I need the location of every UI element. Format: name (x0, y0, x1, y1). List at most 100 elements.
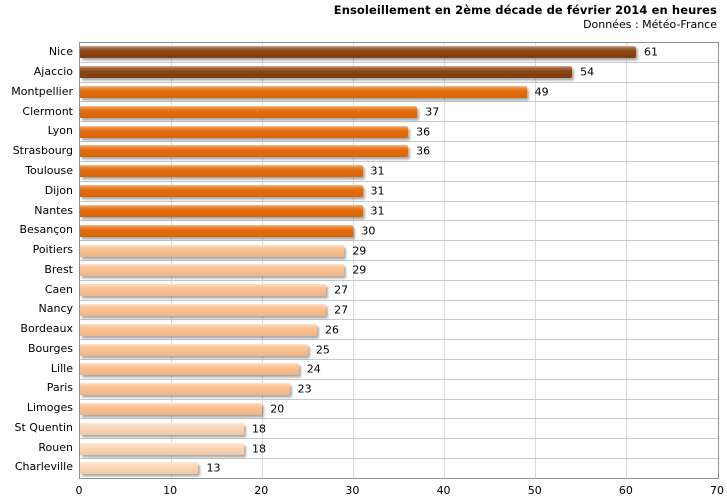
bar (80, 185, 363, 198)
bar-value-label: 36 (416, 125, 431, 139)
bar-row: 18 (80, 439, 718, 460)
bar (80, 383, 290, 396)
y-category-label: Besançon (19, 223, 73, 237)
x-tick-label: 10 (163, 484, 178, 497)
bar (80, 422, 245, 435)
y-category-label: Strasbourg (12, 144, 73, 158)
bar (80, 165, 363, 178)
x-tick-label: 40 (436, 484, 451, 497)
bar-value-label: 29 (352, 244, 367, 258)
bar-row: 54 (80, 63, 718, 83)
y-category-label: Nantes (34, 203, 73, 217)
y-category-label: Brest (44, 262, 73, 276)
bar-row: 13 (80, 459, 718, 478)
bar-row: 23 (80, 380, 718, 400)
bar (80, 403, 263, 416)
x-tick-label: 60 (618, 484, 633, 497)
bar-row: 29 (80, 261, 718, 281)
bar-value-label: 61 (643, 45, 658, 59)
bar-row: 29 (80, 241, 718, 261)
bar (80, 105, 418, 118)
bar-row: 36 (80, 142, 718, 162)
bar-value-label: 30 (361, 224, 376, 238)
bar-value-label: 18 (252, 422, 267, 436)
bar (80, 145, 409, 158)
bar-value-label: 36 (416, 144, 431, 158)
bar-row: 18 (80, 419, 718, 440)
bar-row: 27 (80, 301, 718, 321)
bar (80, 442, 245, 455)
y-category-label: Lyon (47, 124, 73, 138)
y-category-label: Ajaccio (33, 65, 73, 79)
bar-value-label: 26 (324, 323, 339, 337)
bar-value-label: 25 (315, 343, 330, 357)
y-category-label: St Quentin (14, 420, 73, 434)
y-category-label: Paris (46, 381, 73, 395)
bar-value-label: 37 (425, 105, 440, 119)
bar-row: 31 (80, 162, 718, 182)
bar (80, 343, 308, 356)
x-tick-label: 50 (527, 484, 542, 497)
bar-value-label: 27 (334, 303, 349, 317)
bar (80, 86, 527, 99)
x-axis: 0 10 20 30 40 50 60 70 (0, 481, 727, 501)
y-axis-category-labels: Nice Ajaccio Montpellier Clermont Lyon Strasb… (0, 42, 73, 477)
y-category-label: Nancy (38, 302, 74, 316)
y-category-label: Bourges (27, 341, 73, 355)
bar-row: 61 (80, 43, 718, 63)
bar-value-label: 13 (206, 461, 221, 475)
bar-row: 36 (80, 122, 718, 143)
chart-title: Ensoleillement en 2ème décade de février… (333, 3, 717, 17)
chart-subtitle: Données : Météo-France (583, 17, 717, 31)
bar-row: 49 (80, 83, 718, 103)
bar-row: 31 (80, 182, 718, 202)
y-category-label: Toulouse (25, 163, 73, 177)
bar-value-label: 24 (306, 362, 321, 376)
y-category-label: Nice (48, 45, 73, 59)
y-category-label: Lille (50, 361, 73, 375)
bar (80, 264, 345, 277)
bar (80, 244, 345, 257)
bar-row: 30 (80, 221, 718, 242)
bar (80, 125, 409, 138)
x-tick-label: 20 (254, 484, 269, 497)
bar (80, 46, 636, 59)
bar-value-label: 23 (297, 382, 312, 396)
bar-row: 26 (80, 320, 718, 341)
bar-value-label: 31 (370, 184, 385, 198)
bar-value-label: 54 (580, 65, 595, 79)
bar-row: 20 (80, 400, 718, 420)
bar-row: 27 (80, 281, 718, 301)
bar-value-label: 49 (534, 85, 549, 99)
x-tick-label: 70 (710, 484, 724, 497)
bar (80, 224, 354, 237)
bar-row: 37 (80, 102, 718, 123)
bar (80, 323, 317, 336)
bar (80, 462, 199, 475)
y-category-label: Dijon (44, 183, 73, 197)
bar-value-label: 29 (352, 263, 367, 277)
y-category-label: Rouen (38, 440, 73, 454)
y-category-label: Poitiers (32, 243, 73, 257)
bar-row: 31 (80, 202, 718, 222)
x-tick-label: 30 (345, 484, 360, 497)
y-category-label: Montpellier (11, 84, 73, 98)
y-category-label: Clermont (22, 104, 73, 118)
bar-rows: 61 54 49 37 36 36 31 31 31 30 29 29 27 27 26 25 24 23 20 18… (80, 43, 718, 478)
bar (80, 204, 363, 217)
y-category-label: Bordeaux (20, 322, 73, 336)
bar-value-label: 20 (270, 402, 285, 416)
y-category-label: Caen (44, 282, 73, 296)
plot-area: 61 54 49 37 36 36 31 31 31 30 29 29 27 27 26 25 24 23 20 18… (79, 42, 719, 479)
y-category-label: Limoges (26, 401, 73, 415)
bar (80, 303, 327, 316)
bar-value-label: 27 (334, 283, 349, 297)
y-category-label: Charleville (14, 460, 73, 474)
x-tick-label: 0 (75, 484, 83, 497)
bar-value-label: 31 (370, 204, 385, 218)
bar (80, 66, 573, 79)
bar-row: 25 (80, 340, 718, 360)
bar (80, 284, 327, 297)
bar-value-label: 18 (252, 442, 267, 456)
